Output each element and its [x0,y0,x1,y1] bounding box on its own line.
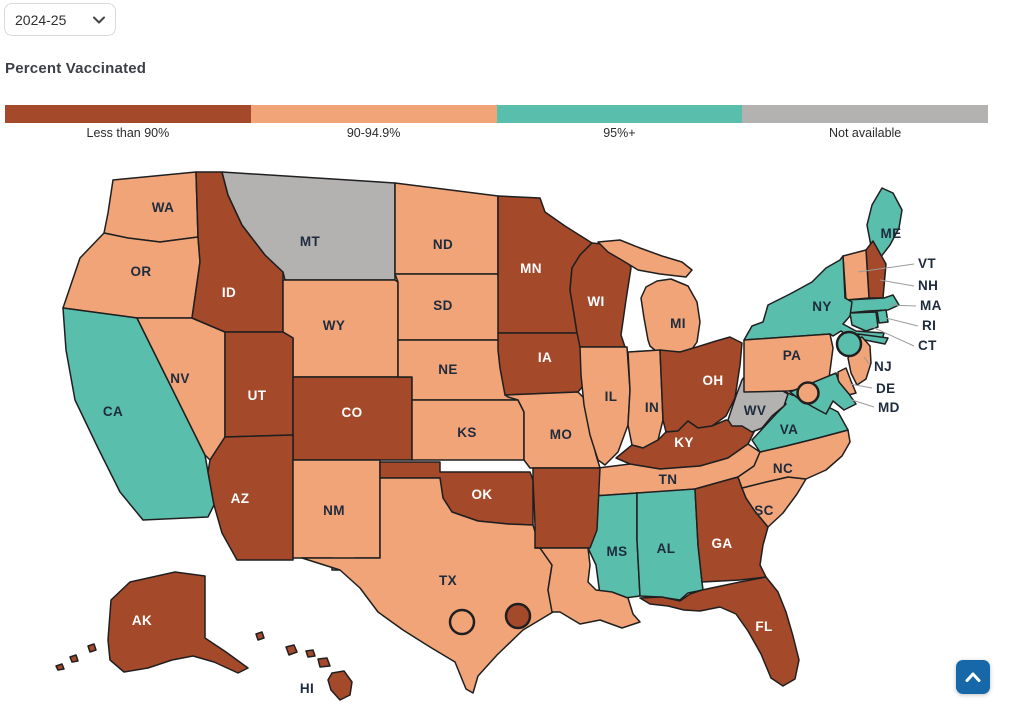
state-mi[interactable] [597,239,693,278]
callout-label-nj: NJ [874,359,892,374]
state-label-sd: SD [433,298,453,313]
legend-segment-1 [5,105,251,123]
state-label-ks: KS [457,425,477,440]
state-label-in: IN [645,400,659,415]
state-label-az: AZ [231,491,250,506]
state-az[interactable] [207,434,294,561]
chevron-up-icon [965,672,981,682]
callout-line-vt [857,263,915,273]
state-label-pa: PA [783,348,802,363]
state-hi[interactable] [305,649,316,658]
state-label-mi: MI [670,316,686,331]
callout-label-ct: CT [918,338,937,353]
state-label-ny: NY [812,299,832,314]
city-marker-3[interactable] [448,608,476,636]
state-label-va: VA [780,422,799,437]
callout-line-nh [879,279,915,287]
year-dropdown-value: 2024-25 [15,11,67,28]
callout-label-nh: NH [918,278,938,293]
state-nd[interactable] [394,182,499,275]
callout-label-vt: VT [918,256,936,271]
state-hi[interactable] [317,657,331,668]
state-label-hi: HI [300,681,314,696]
state-ut[interactable] [224,331,294,438]
state-label-nm: NM [323,503,345,518]
state-label-mn: MN [520,261,542,276]
state-ar[interactable] [532,467,601,549]
state-label-or: OR [130,264,151,279]
state-ak[interactable] [69,654,79,663]
year-dropdown[interactable]: 2024-25 [4,3,116,36]
city-marker-1[interactable] [835,330,863,358]
state-label-tn: TN [659,472,678,487]
state-label-ca: CA [103,404,123,419]
state-label-ia: IA [538,350,552,365]
state-label-ms: MS [606,544,627,559]
state-tx[interactable] [301,477,554,694]
state-ak[interactable] [107,571,249,674]
state-label-ut: UT [248,388,267,403]
state-in[interactable] [627,349,664,449]
state-ak[interactable] [87,643,97,653]
legend-title: Percent Vaccinated [5,60,147,77]
callout-label-ma: MA [920,298,942,313]
state-label-wv: WV [744,403,767,418]
state-label-ga: GA [711,536,732,551]
state-label-ok: OK [471,487,492,502]
state-label-oh: OH [702,373,723,388]
state-label-me: ME [880,226,901,241]
state-label-tx: TX [439,573,457,588]
state-label-sc: SC [754,503,774,518]
state-label-ky: KY [674,435,694,450]
legend-label-3: 95%+ [603,126,636,140]
state-label-id: ID [222,285,236,300]
callout-line-nj [863,356,871,366]
legend-label-2: 90-94.9% [346,126,401,140]
state-label-nc: NC [773,461,793,476]
state-label-wy: WY [323,318,346,333]
state-label-mt: MT [300,234,321,249]
scroll-to-top-button[interactable] [956,660,990,694]
state-label-nd: ND [433,237,453,252]
state-label-il: IL [605,389,618,404]
callout-line-ma [889,304,917,307]
state-label-wi: WI [587,294,604,309]
state-hi[interactable] [255,631,265,641]
city-marker-2[interactable] [796,381,820,405]
callout-label-md: MD [878,400,900,415]
callout-line-de [849,383,873,389]
callout-line-ct [869,325,915,347]
state-label-nv: NV [170,371,190,386]
state-ny[interactable] [743,255,885,341]
state-label-mo: MO [550,427,573,442]
callout-label-de: DE [876,381,896,396]
legend-label-4: Not available [828,126,902,140]
state-ak[interactable] [55,663,65,671]
legend-segment-2 [250,105,497,123]
state-ri[interactable] [876,309,889,324]
state-label-ne: NE [438,362,458,377]
legend-segment-3 [496,105,743,123]
callout-label-ri: RI [922,318,936,333]
callout-line-md [851,399,875,408]
state-label-al: AL [657,541,676,556]
state-hi[interactable] [327,670,353,701]
callout-line-ri [885,317,919,327]
chevron-down-icon [93,16,105,23]
legend-labels: Less than 90% 90-94.9% 95%+ Not available [5,126,988,140]
state-label-ak: AK [132,613,152,628]
legend-label-1: Less than 90% [86,126,170,140]
state-vt[interactable] [842,249,870,301]
state-label-wa: WA [152,200,175,215]
state-fl[interactable] [639,576,800,687]
legend-bar [5,105,988,123]
state-label-fl: FL [755,619,772,634]
state-hi[interactable] [285,644,298,656]
legend-segment-4 [742,105,988,123]
state-la[interactable] [534,547,641,629]
city-marker-4[interactable] [504,602,532,630]
state-label-co: CO [341,405,362,420]
